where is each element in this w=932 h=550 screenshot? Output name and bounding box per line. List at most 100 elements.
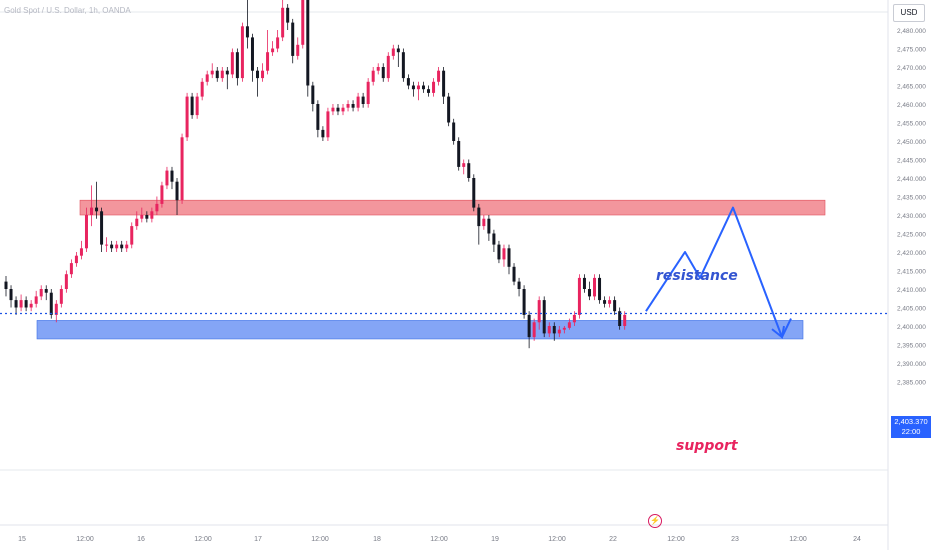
candle-body (356, 96, 360, 108)
price-tick-label: 2,420.000 (897, 250, 926, 257)
candle-body (457, 141, 461, 167)
resistance-zone (79, 199, 826, 216)
candle-body (537, 300, 541, 323)
candle-body (100, 211, 104, 245)
candle-body (351, 104, 355, 108)
candle-body (34, 296, 38, 304)
price-tick-label: 2,425.000 (897, 232, 926, 239)
candle-body (286, 7, 290, 23)
candle-body (582, 277, 586, 289)
price-tick-label: 2,455.000 (897, 121, 926, 128)
candle-body (618, 311, 622, 326)
candle-body (256, 70, 259, 79)
time-tick-label: 12:00 (789, 536, 807, 543)
candle-body (205, 74, 209, 82)
time-tick-label: 12:00 (311, 536, 329, 543)
candle-body (442, 70, 446, 97)
price-tick-label: 2,480.000 (897, 28, 926, 35)
candle-body (467, 163, 471, 178)
candle-body (215, 70, 219, 79)
candle-body (185, 96, 189, 138)
candle-body (250, 37, 254, 71)
candle-body (175, 181, 179, 201)
candle-body (361, 96, 365, 104)
candle-body (572, 314, 576, 323)
symbol-title: Gold Spot / U.S. Dollar, 1h, OANDA (4, 6, 131, 15)
candle-body (54, 303, 58, 315)
candle-body (401, 52, 405, 79)
candle-body (577, 277, 581, 315)
candle-body (125, 244, 129, 249)
candle-body (4, 281, 8, 289)
last-price-tag: 2,403.370 22:00 (891, 416, 931, 438)
candle-body (411, 85, 415, 90)
candle-body (24, 300, 28, 308)
candle-body (170, 170, 174, 182)
candle-body (180, 137, 184, 201)
candle-body (542, 300, 546, 334)
candle-body (321, 129, 325, 138)
candle-body (376, 67, 380, 71)
price-tick-label: 2,435.000 (897, 195, 926, 202)
bar-countdown: 22:00 (901, 427, 921, 436)
candle-body (145, 215, 149, 219)
flash-icon[interactable]: ⚡ (648, 514, 662, 528)
price-tick-label: 2,445.000 (897, 158, 926, 165)
price-tick-label: 2,415.000 (897, 269, 926, 276)
candle-body (406, 78, 410, 86)
candle-body (532, 322, 536, 338)
candle-body (306, 0, 310, 86)
candle-body (44, 289, 48, 293)
candle-body (316, 104, 320, 130)
candle-body (608, 300, 612, 304)
candle-body (311, 85, 315, 104)
candle-body (421, 85, 425, 90)
candle-body (135, 218, 139, 227)
candle-body (291, 22, 295, 56)
candle-body (9, 289, 13, 301)
candle-body (547, 326, 551, 334)
candle-body (562, 327, 566, 330)
currency-selector[interactable]: USD (893, 4, 925, 22)
candle-body (482, 218, 486, 227)
candle-body (39, 289, 43, 297)
candle-body (487, 218, 491, 234)
time-tick-label: 12:00 (194, 536, 212, 543)
candle-body (432, 81, 436, 93)
candle-body (49, 292, 53, 315)
candle-body (507, 248, 511, 267)
candle-body (623, 314, 627, 326)
candle-body (74, 255, 78, 264)
candle-body (567, 322, 571, 328)
candle-body (160, 185, 164, 204)
candle-body (281, 7, 285, 38)
support-label: support (676, 438, 738, 454)
price-tick-label: 2,470.000 (897, 65, 926, 72)
support-zone (36, 320, 804, 340)
candle-body (150, 211, 154, 219)
candle-body (366, 81, 370, 104)
candle-body (210, 70, 214, 75)
candle-body (271, 48, 275, 53)
candle-body (19, 300, 23, 308)
candle-body (301, 0, 305, 45)
candle-body (130, 226, 134, 245)
candle-body (195, 96, 199, 116)
candle-body (336, 107, 340, 112)
candle-body (502, 248, 506, 260)
candle-body (190, 96, 194, 116)
candle-body (14, 300, 18, 308)
candle-body (266, 52, 270, 71)
projection-arrowhead (771, 325, 785, 339)
candle-body (110, 244, 114, 249)
candle-body (225, 70, 229, 75)
candle-body (593, 277, 597, 297)
candle-body (346, 104, 350, 108)
candle-body (603, 300, 607, 304)
candle-body (522, 289, 526, 315)
candle-body (381, 67, 385, 79)
time-tick-label: 23 (731, 536, 739, 543)
candle-body (386, 55, 390, 79)
candle-body (235, 52, 239, 79)
